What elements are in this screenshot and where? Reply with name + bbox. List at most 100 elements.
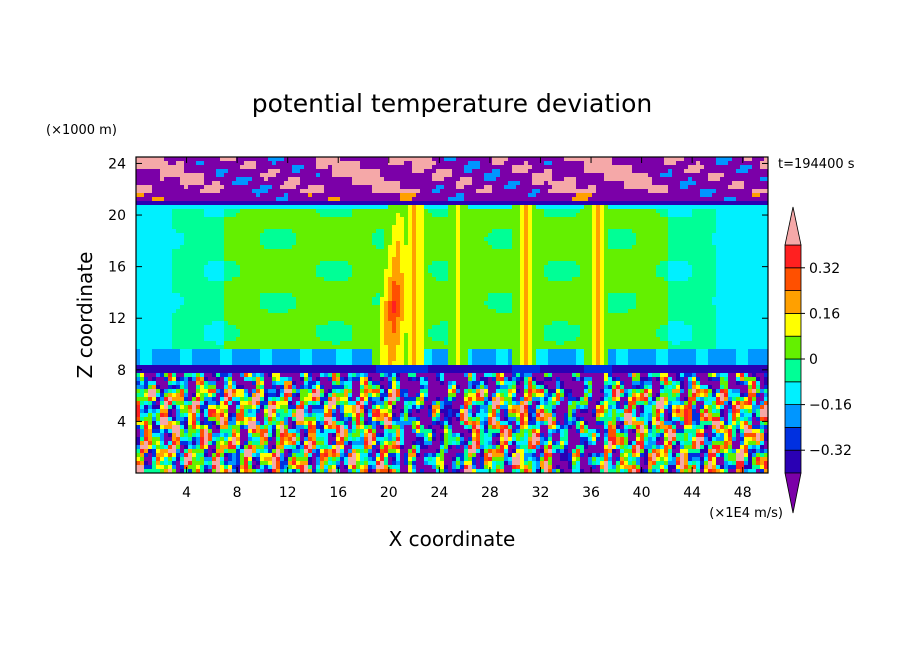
heatmap-cell [332, 461, 336, 465]
heatmap-cell [144, 385, 148, 389]
heatmap-cell [544, 213, 576, 217]
heatmap-cell [528, 241, 532, 245]
heatmap-cell [696, 441, 700, 445]
heatmap-cell [668, 317, 716, 321]
heatmap-cell [456, 277, 460, 281]
heatmap-cell [512, 165, 532, 169]
heatmap-cell [492, 169, 500, 173]
heatmap-cell [196, 433, 200, 437]
heatmap-cell [572, 449, 576, 453]
heatmap-cell [652, 465, 660, 469]
heatmap-cell [176, 413, 180, 417]
heatmap-cell [388, 397, 396, 401]
heatmap-cell [528, 337, 532, 341]
heatmap-cell [456, 361, 460, 365]
heatmap-cell [592, 297, 596, 301]
heatmap-cell [172, 213, 204, 217]
heatmap-cell [596, 217, 600, 221]
heatmap-cell [604, 313, 668, 317]
heatmap-cell [136, 301, 184, 305]
heatmap-cell [472, 177, 484, 181]
heatmap-cell [136, 325, 172, 329]
heatmap-cell [168, 465, 172, 469]
heatmap-cell [444, 449, 448, 453]
heatmap-cell [656, 361, 668, 365]
heatmap-cell [604, 205, 608, 209]
heatmap-cell [400, 461, 404, 465]
heatmap-cell [544, 433, 548, 437]
heatmap-cell [220, 189, 252, 193]
heatmap-cell [144, 381, 148, 385]
heatmap-cell [752, 157, 764, 161]
heatmap-cell [140, 457, 144, 461]
heatmap-cell [636, 409, 640, 413]
heatmap-cell [632, 465, 636, 469]
heatmap-cell [284, 421, 288, 425]
heatmap-cell [380, 385, 384, 389]
heatmap-cell [632, 469, 636, 473]
heatmap-cell [508, 437, 512, 441]
heatmap-cell [380, 433, 384, 437]
heatmap-cell [628, 441, 632, 445]
heatmap-cell [696, 401, 704, 405]
heatmap-cell [620, 393, 624, 397]
heatmap-cell [340, 417, 344, 421]
heatmap-cell [392, 257, 400, 261]
heatmap-cell [632, 441, 636, 445]
heatmap-cell [720, 409, 724, 413]
heatmap-cell [608, 437, 616, 441]
heatmap-cell [180, 449, 184, 453]
heatmap-cell [252, 189, 268, 193]
heatmap-cell [232, 433, 236, 437]
heatmap-cell [668, 373, 676, 377]
heatmap-cell [512, 169, 528, 173]
heatmap-cell [500, 449, 504, 453]
heatmap-cell [240, 433, 248, 437]
heatmap-cell [280, 393, 284, 397]
heatmap-cell [532, 317, 592, 321]
heatmap-cell [400, 313, 404, 317]
heatmap-cell [528, 269, 532, 273]
heatmap-cell [476, 409, 480, 413]
heatmap-cell [460, 289, 520, 293]
heatmap-cell [612, 369, 768, 373]
heatmap-cell [480, 381, 484, 385]
heatmap-cell [320, 377, 328, 381]
heatmap-cell [260, 241, 296, 245]
heatmap-cell [512, 365, 540, 369]
heatmap-cell [184, 425, 188, 429]
heatmap-cell [552, 373, 572, 377]
heatmap-cell [380, 313, 384, 317]
heatmap-cell [596, 249, 600, 253]
heatmap-cell [696, 373, 708, 377]
heatmap-cell [712, 461, 716, 465]
heatmap-cell [300, 441, 304, 445]
heatmap-cell [460, 217, 520, 221]
heatmap-cell [180, 469, 184, 473]
heatmap-cell [372, 377, 380, 381]
heatmap-cell [532, 205, 536, 209]
heatmap-cell [220, 373, 228, 377]
heatmap-cell [164, 433, 168, 437]
heatmap-cell [716, 229, 768, 233]
heatmap-cell [620, 421, 624, 425]
heatmap-cell [156, 417, 160, 421]
heatmap-cell [372, 385, 376, 389]
heatmap-cell [672, 445, 676, 449]
heatmap-cell [720, 413, 724, 417]
heatmap-cell [720, 373, 728, 377]
heatmap-cell [676, 441, 680, 445]
heatmap-cell [388, 461, 392, 465]
heatmap-cell [280, 377, 288, 381]
heatmap-cell [544, 329, 580, 333]
heatmap-cell [144, 389, 148, 393]
heatmap-cell [476, 469, 488, 473]
heatmap-cell [532, 181, 544, 185]
heatmap-cell [316, 445, 320, 449]
heatmap-cell [388, 437, 392, 441]
heatmap-cell [268, 445, 272, 449]
heatmap-cell [616, 421, 620, 425]
heatmap-cell [596, 189, 648, 193]
heatmap-cell [544, 453, 548, 457]
